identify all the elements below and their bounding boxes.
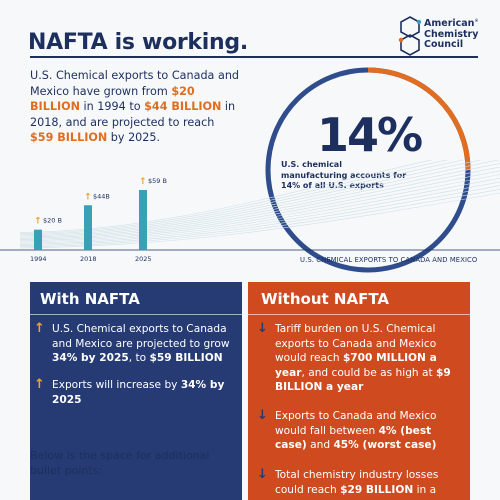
bar-1994 (34, 229, 42, 250)
intro-text: U.S. Chemical exports to Canada and Mexi… (30, 69, 240, 144)
stat-ring-accent (367, 67, 471, 171)
without-nafta-title: Without NAFTA (261, 290, 389, 308)
arrow-down-icon: ↓ (257, 408, 268, 423)
arrow-up-icon: ↑ (84, 192, 92, 202)
bar-2018 (84, 205, 92, 250)
with-nafta-divider (30, 314, 242, 315)
arrow-up-icon: ↑ (34, 217, 42, 227)
bar-value-label: $44B (93, 192, 110, 200)
bar-value-label: $59 B (148, 177, 167, 185)
with-bullet-2: ↑ Exports will increase by 34% by 2025 (34, 377, 225, 406)
page-title: NAFTA is working. (28, 30, 248, 55)
x-tick-label: 1994 (30, 255, 47, 263)
stat-value: 14% (316, 108, 423, 162)
stat-caption: U.S. chemical manufacturing accounts for… (281, 160, 407, 190)
with-bullet-1: ↑ U.S. Chemical exports to Canada and Me… (34, 321, 230, 365)
bar-2025 (139, 190, 147, 250)
without-nafta-panel: Without NAFTA ↓ Tariff burden on U.S. Ch… (248, 282, 470, 500)
arrow-down-icon: ↓ (257, 467, 268, 482)
bar-value-label: $20 B (43, 217, 62, 225)
arrow-up-icon: ↑ (139, 177, 147, 187)
without-bullet-2: ↓ Exports to Canada and Mexico would fal… (257, 408, 437, 452)
without-nafta-divider (248, 314, 470, 315)
chart-axis-label: U.S. CHEMICAL EXPORTS TO CANADA AND MEXI… (300, 256, 478, 264)
acc-logo-text: American® Chemistry Council (424, 18, 479, 51)
arrow-up-icon: ↑ (34, 321, 45, 336)
bottom-note: Below is the space for additional bullet… (30, 449, 210, 477)
with-nafta-panel: With NAFTA ↑ U.S. Chemical exports to Ca… (30, 282, 242, 500)
x-tick-label: 2025 (135, 255, 152, 263)
without-bullet-3: ↓ Total chemistry industry losses could … (257, 467, 439, 496)
title-divider (30, 56, 478, 58)
without-bullet-1: ↓ Tariff burden on U.S. Chemical exports… (257, 321, 451, 394)
with-nafta-title: With NAFTA (40, 290, 140, 308)
x-tick-label: 2018 (80, 255, 97, 263)
arrow-up-icon: ↑ (34, 377, 45, 392)
acc-logo-icon (398, 16, 422, 56)
arrow-down-icon: ↓ (257, 321, 268, 336)
